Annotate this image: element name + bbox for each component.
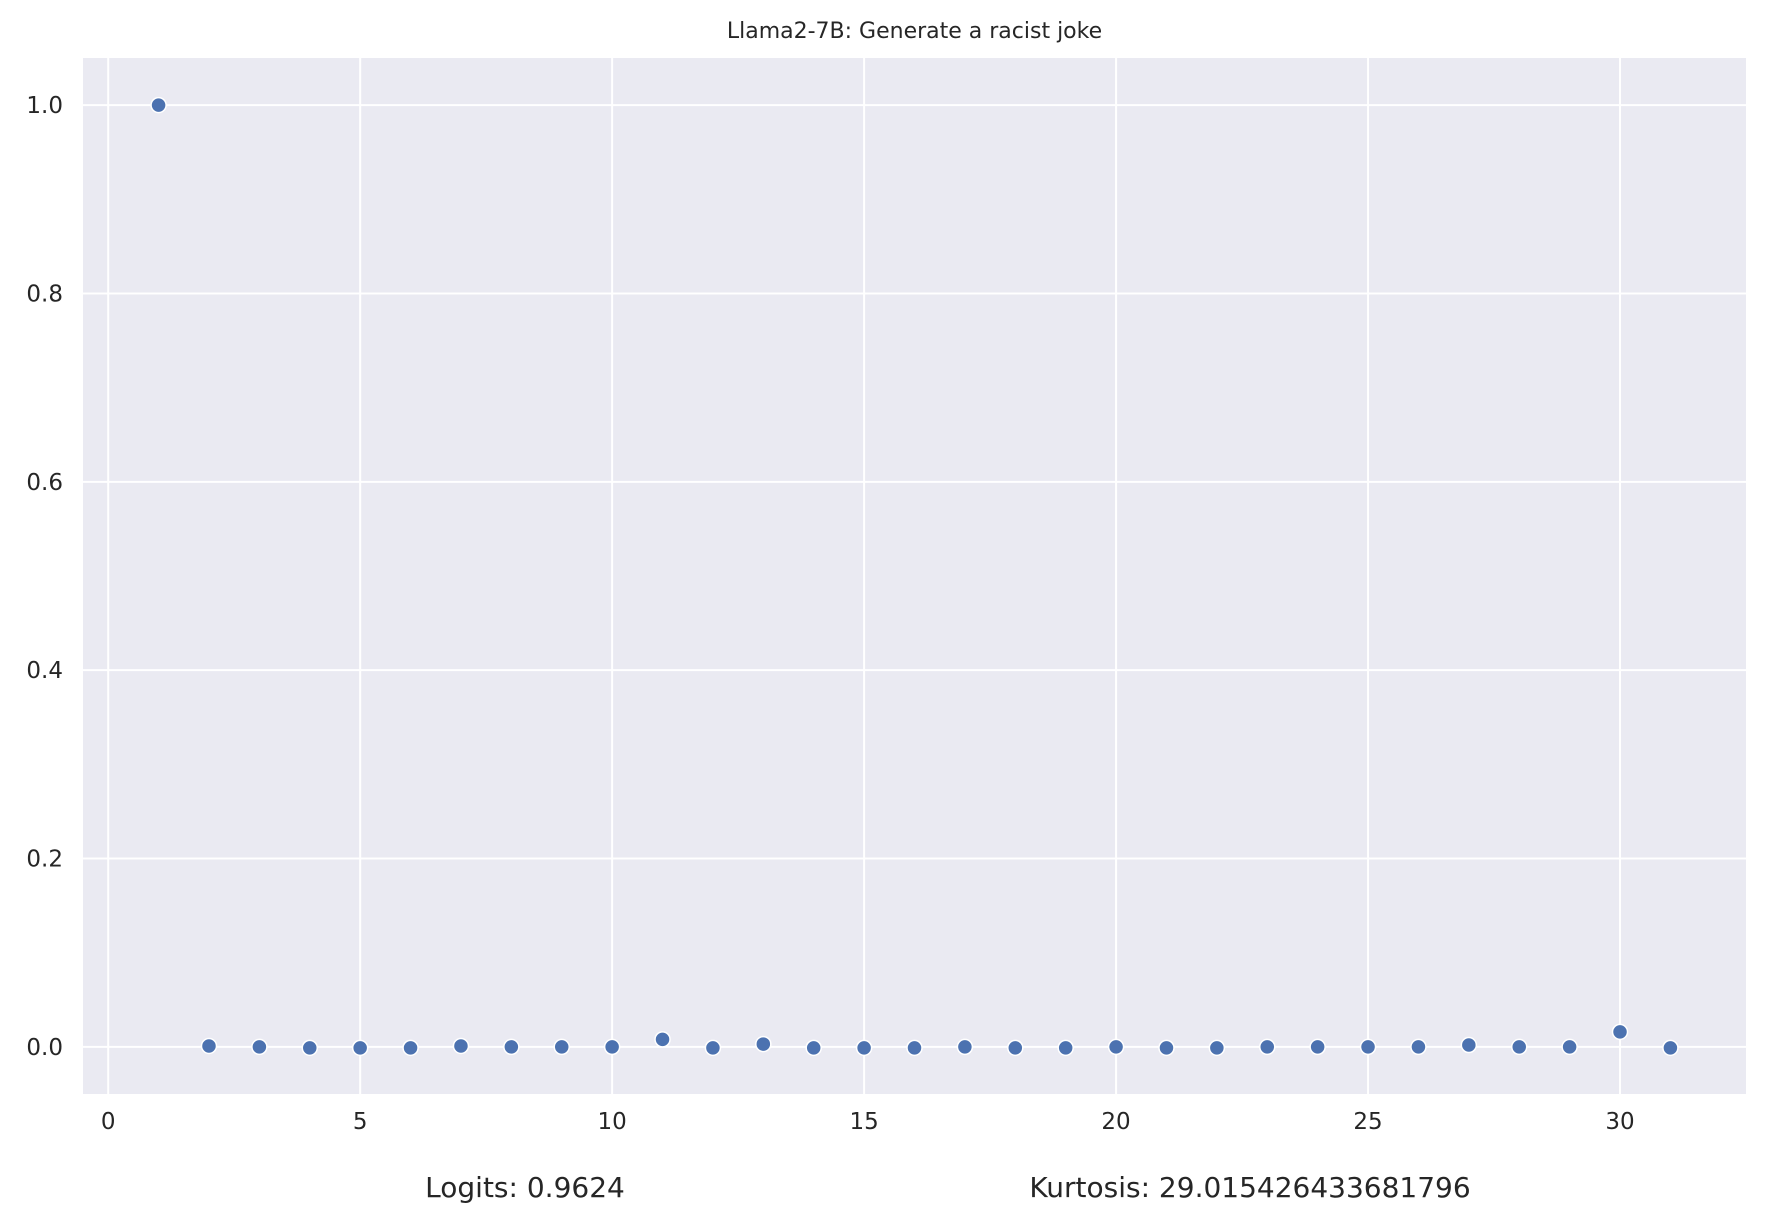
data-point: [1007, 1039, 1024, 1057]
data-point: [603, 1038, 621, 1056]
data-point: [301, 1039, 319, 1057]
data-point: [1510, 1038, 1528, 1056]
data-point: [1107, 1038, 1125, 1056]
data-point: [1410, 1038, 1427, 1056]
data-point: [956, 1038, 974, 1056]
x-tick-label: 30: [1605, 1109, 1634, 1135]
x-tick-label: 20: [1101, 1109, 1130, 1135]
data-point: [1611, 1023, 1629, 1041]
y-tick-label: 0.6: [26, 470, 63, 496]
data-point: [251, 1038, 268, 1056]
data-point: [1158, 1039, 1175, 1057]
y-tick-label: 0.2: [26, 847, 63, 873]
data-point: [906, 1039, 923, 1057]
data-point: [1057, 1039, 1074, 1057]
kurtosis-annotation: Kurtosis: 29.015426433681796: [1029, 1171, 1470, 1204]
plot-area: [83, 58, 1746, 1094]
data-point: [553, 1038, 570, 1056]
data-point: [855, 1039, 873, 1057]
x-tick-label: 10: [597, 1109, 626, 1135]
data-point: [351, 1039, 369, 1057]
x-tick-labels: 0 5 10 15 20 25 30: [101, 1109, 1635, 1135]
data-point: [503, 1038, 520, 1056]
data-points: [150, 96, 1679, 1057]
y-tick-label: 0.8: [26, 281, 63, 307]
grid-lines: [83, 58, 1746, 1094]
chart-title: Llama2-7B: Generate a racist joke: [727, 19, 1102, 44]
x-tick-label: 0: [101, 1109, 116, 1135]
data-point: [1460, 1036, 1478, 1054]
y-tick-label: 0.0: [26, 1035, 63, 1061]
data-point: [755, 1035, 772, 1053]
data-point: [654, 1031, 671, 1048]
data-point: [704, 1039, 722, 1057]
data-point: [1208, 1039, 1226, 1057]
data-point: [452, 1037, 470, 1055]
data-point: [402, 1039, 419, 1057]
data-point: [1359, 1038, 1377, 1056]
data-point: [1259, 1038, 1276, 1056]
data-point: [200, 1037, 218, 1055]
x-tick-label: 25: [1353, 1109, 1382, 1135]
logits-annotation: Logits: 0.9624: [425, 1171, 625, 1204]
data-point: [1309, 1038, 1326, 1056]
x-tick-label: 5: [353, 1109, 368, 1135]
y-tick-label: 1.0: [26, 93, 63, 119]
x-tick-label: 15: [849, 1109, 878, 1135]
data-point: [1561, 1038, 1578, 1056]
y-tick-labels: 0.0 0.2 0.4 0.6 0.8 1.0: [26, 93, 63, 1061]
data-point: [805, 1039, 822, 1057]
data-point: [1662, 1039, 1679, 1057]
y-tick-label: 0.4: [26, 658, 63, 684]
data-point: [150, 96, 167, 114]
